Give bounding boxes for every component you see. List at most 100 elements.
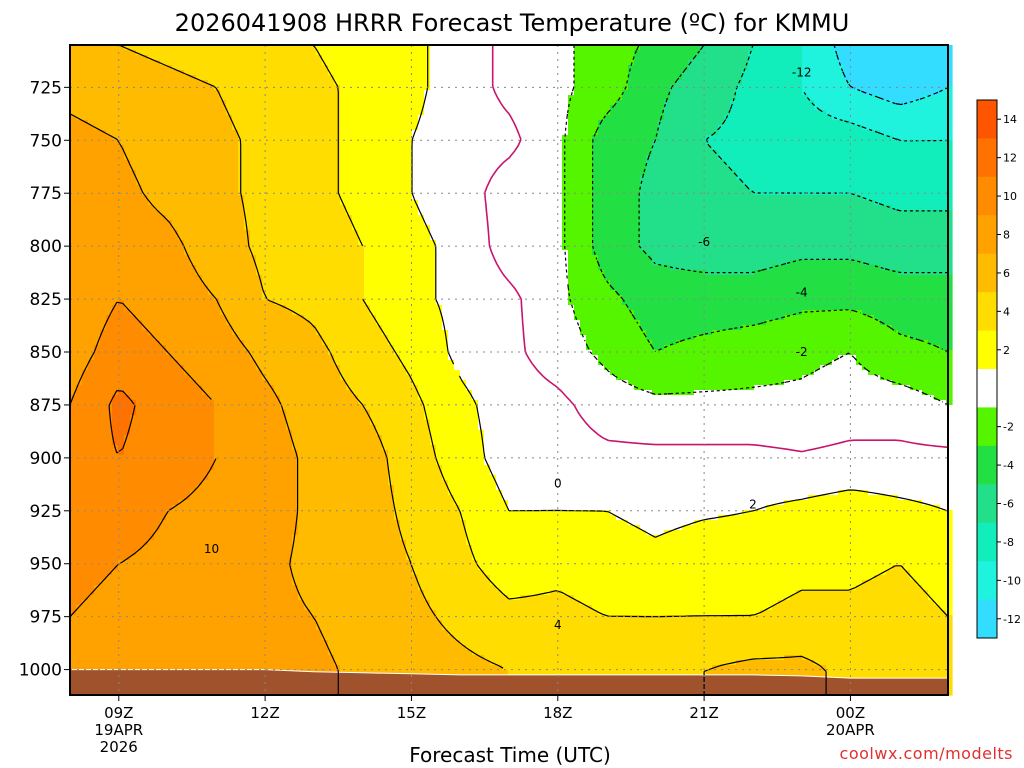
temperature-cell [100, 665, 107, 671]
temperature-cell [106, 270, 113, 276]
temperature-cell [244, 390, 251, 396]
temperature-cell [262, 560, 269, 566]
temperature-cell [118, 650, 125, 656]
temperature-cell [112, 210, 119, 216]
temperature-cell [202, 85, 209, 91]
temperature-cell [202, 295, 209, 301]
temperature-cell [172, 170, 179, 176]
temperature-cell [166, 495, 173, 501]
temperature-cell [262, 635, 269, 641]
temperature-cell [142, 195, 149, 201]
temperature-cell [130, 390, 137, 396]
temperature-cell [82, 580, 89, 586]
temperature-cell [118, 55, 125, 61]
temperature-cell [136, 95, 143, 101]
temperature-cell [94, 440, 101, 446]
temperature-cell [196, 490, 203, 496]
temperature-cell [94, 655, 101, 661]
temperature-cell [88, 500, 95, 506]
temperature-cell [244, 50, 251, 56]
temperature-cell [202, 145, 209, 151]
temperature-cell [130, 50, 137, 56]
temperature-cell [214, 535, 221, 541]
temperature-cell [208, 340, 215, 346]
temperature-cell [244, 505, 251, 511]
temperature-cell [70, 260, 77, 266]
temperature-cell [124, 565, 131, 571]
temperature-cell [82, 235, 89, 241]
temperature-cell [94, 575, 101, 581]
temperature-cell [88, 60, 95, 66]
temperature-cell [262, 335, 269, 341]
temperature-cell [268, 465, 275, 471]
temperature-cell [190, 390, 197, 396]
temperature-cell [202, 470, 209, 476]
temperature-cell [298, 235, 305, 241]
temperature-cell [94, 270, 101, 276]
temperature-cell [256, 565, 263, 571]
temperature-cell [112, 440, 119, 446]
temperature-cell [298, 160, 305, 166]
temperature-cell [298, 50, 305, 56]
temperature-cell [70, 95, 77, 101]
temperature-cell [238, 615, 245, 621]
temperature-cell [208, 345, 215, 351]
temperature-cell [292, 55, 299, 61]
temperature-cell [280, 250, 287, 256]
temperature-cell [88, 465, 95, 471]
temperature-cell [70, 135, 77, 141]
temperature-cell [268, 245, 275, 251]
temperature-cell [274, 125, 281, 131]
temperature-cell [208, 430, 215, 436]
temperature-cell [190, 200, 197, 206]
temperature-cell [298, 65, 305, 71]
temperature-cell [94, 540, 101, 546]
temperature-cell [244, 485, 251, 491]
temperature-cell [280, 555, 287, 561]
temperature-cell [142, 615, 149, 621]
temperature-cell [268, 300, 275, 306]
temperature-cell [148, 540, 155, 546]
temperature-cell [196, 80, 203, 86]
temperature-cell [256, 385, 263, 391]
temperature-cell [100, 650, 107, 656]
temperature-cell [136, 365, 143, 371]
temperature-cell [106, 550, 113, 556]
temperature-cell [136, 55, 143, 61]
temperature-cell [286, 350, 293, 356]
temperature-cell [286, 450, 293, 456]
temperature-cell [160, 320, 167, 326]
temperature-cell [112, 225, 119, 231]
temperature-cell [226, 650, 233, 656]
temperature-cell [82, 660, 89, 666]
temperature-cell [172, 445, 179, 451]
temperature-cell [136, 660, 143, 666]
temperature-cell [190, 250, 197, 256]
temperature-cell [220, 560, 227, 566]
temperature-cell [82, 260, 89, 266]
temperature-cell [178, 145, 185, 151]
temperature-cell [202, 640, 209, 646]
temperature-cell [106, 380, 113, 386]
temperature-cell [220, 425, 227, 431]
temperature-cell [100, 135, 107, 141]
temperature-cell [76, 550, 83, 556]
temperature-cell [220, 240, 227, 246]
temperature-cell [280, 230, 287, 236]
temperature-cell [214, 420, 221, 426]
temperature-cell [286, 665, 293, 671]
temperature-cell [268, 410, 275, 416]
temperature-cell [100, 660, 107, 666]
temperature-cell [154, 350, 161, 356]
temperature-cell [112, 215, 119, 221]
temperature-cell [232, 445, 239, 451]
temperature-cell [220, 75, 227, 81]
temperature-cell [100, 55, 107, 61]
temperature-cell [178, 50, 185, 56]
temperature-cell [232, 215, 239, 221]
temperature-cell [292, 570, 299, 576]
temperature-cell [244, 620, 251, 626]
temperature-cell [124, 415, 131, 421]
temperature-cell [112, 80, 119, 86]
temperature-cell [292, 555, 299, 561]
